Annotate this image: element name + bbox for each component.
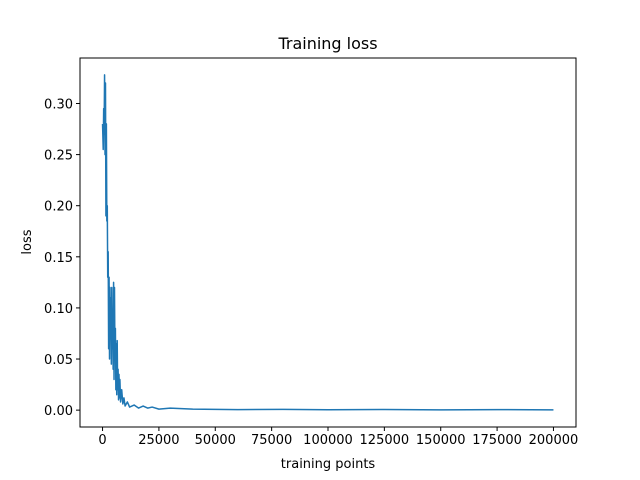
y-axis-label: loss <box>20 229 35 254</box>
y-tick-label: 0.05 <box>44 353 73 368</box>
x-tick-label: 25000 <box>138 433 179 448</box>
x-tick-label: 125000 <box>360 433 410 448</box>
x-tick-label: 50000 <box>195 433 236 448</box>
y-tick-label: 0.00 <box>44 404 73 419</box>
y-tick-label: 0.20 <box>44 200 73 215</box>
plot-frame <box>79 57 577 428</box>
x-tick-label: 175000 <box>472 433 522 448</box>
x-tick-label: 0 <box>98 433 106 448</box>
x-tick-label: 100000 <box>303 433 353 448</box>
x-tick-label: 200000 <box>529 433 579 448</box>
x-tick-label: 75000 <box>251 433 292 448</box>
x-tick-label: 150000 <box>416 433 466 448</box>
y-tick-label: 0.10 <box>44 302 73 317</box>
chart-title: Training loss <box>277 34 377 53</box>
loss-line <box>101 74 554 411</box>
y-tick-label: 0.30 <box>44 97 73 112</box>
x-axis-label: training points <box>281 457 376 472</box>
y-tick-label: 0.15 <box>44 251 73 266</box>
y-tick-label: 0.25 <box>44 149 73 164</box>
